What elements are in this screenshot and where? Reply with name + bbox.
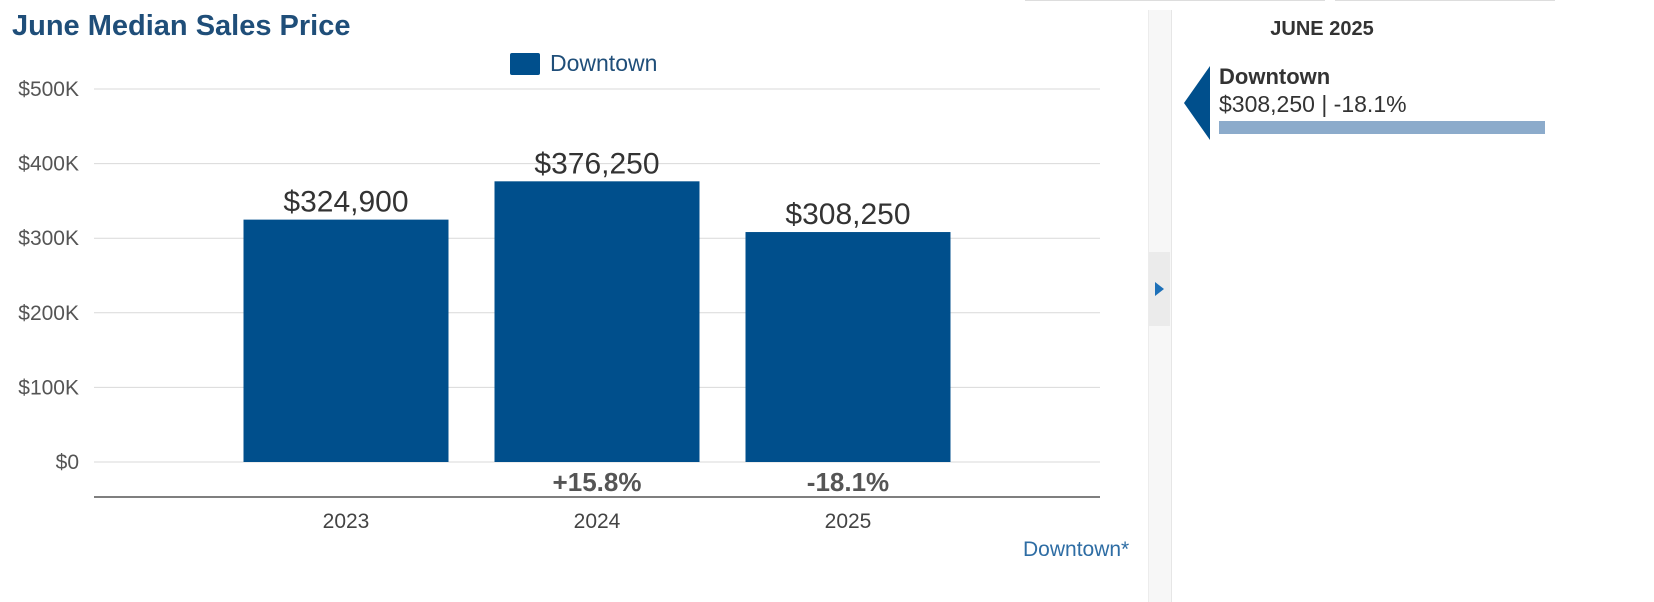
bar-chart: $0 $100K $200K $300K $400K $500K $324,900 2023 $… [18, 78, 1100, 533]
footnote-link[interactable]: Downtown* [1023, 538, 1130, 561]
x-tick-label: 2025 [825, 510, 872, 533]
bar-value-label: $324,900 [283, 186, 408, 219]
caret-right-icon [1155, 282, 1164, 296]
panel-comparison-bar [1219, 121, 1545, 134]
y-tick-label: $300K [18, 227, 79, 250]
panel-toggle-button[interactable] [1149, 252, 1170, 326]
chart-legend[interactable]: Downtown [510, 50, 657, 77]
pointer-left-icon [1184, 66, 1210, 140]
panel-summary: $308,250 | -18.1% [1219, 91, 1407, 117]
top-rule-right [1335, 0, 1555, 1]
y-tick-label: $500K [18, 78, 79, 101]
bar-value-label: $308,250 [785, 198, 910, 231]
bar-2023[interactable] [243, 219, 449, 462]
chart-title: June Median Sales Price [12, 10, 351, 42]
change-label: +15.8% [553, 467, 642, 497]
change-label: -18.1% [807, 467, 889, 497]
legend-label-downtown: Downtown [550, 50, 658, 76]
bar-value-label: $376,250 [534, 147, 659, 180]
panel-title: JUNE 2025 [1270, 18, 1374, 40]
legend-swatch-downtown [510, 52, 540, 75]
y-tick-label: $400K [18, 153, 79, 176]
panel-area-name[interactable]: Downtown [1219, 64, 1331, 89]
bar-2025[interactable] [745, 232, 951, 462]
x-tick-label: 2023 [323, 510, 370, 533]
top-rule [1025, 0, 1325, 1]
y-tick-label: $200K [18, 302, 79, 325]
y-tick-label: $100K [18, 376, 79, 399]
bar-2024[interactable] [494, 181, 700, 462]
x-tick-label: 2024 [574, 510, 621, 533]
y-tick-label: $0 [56, 451, 79, 474]
